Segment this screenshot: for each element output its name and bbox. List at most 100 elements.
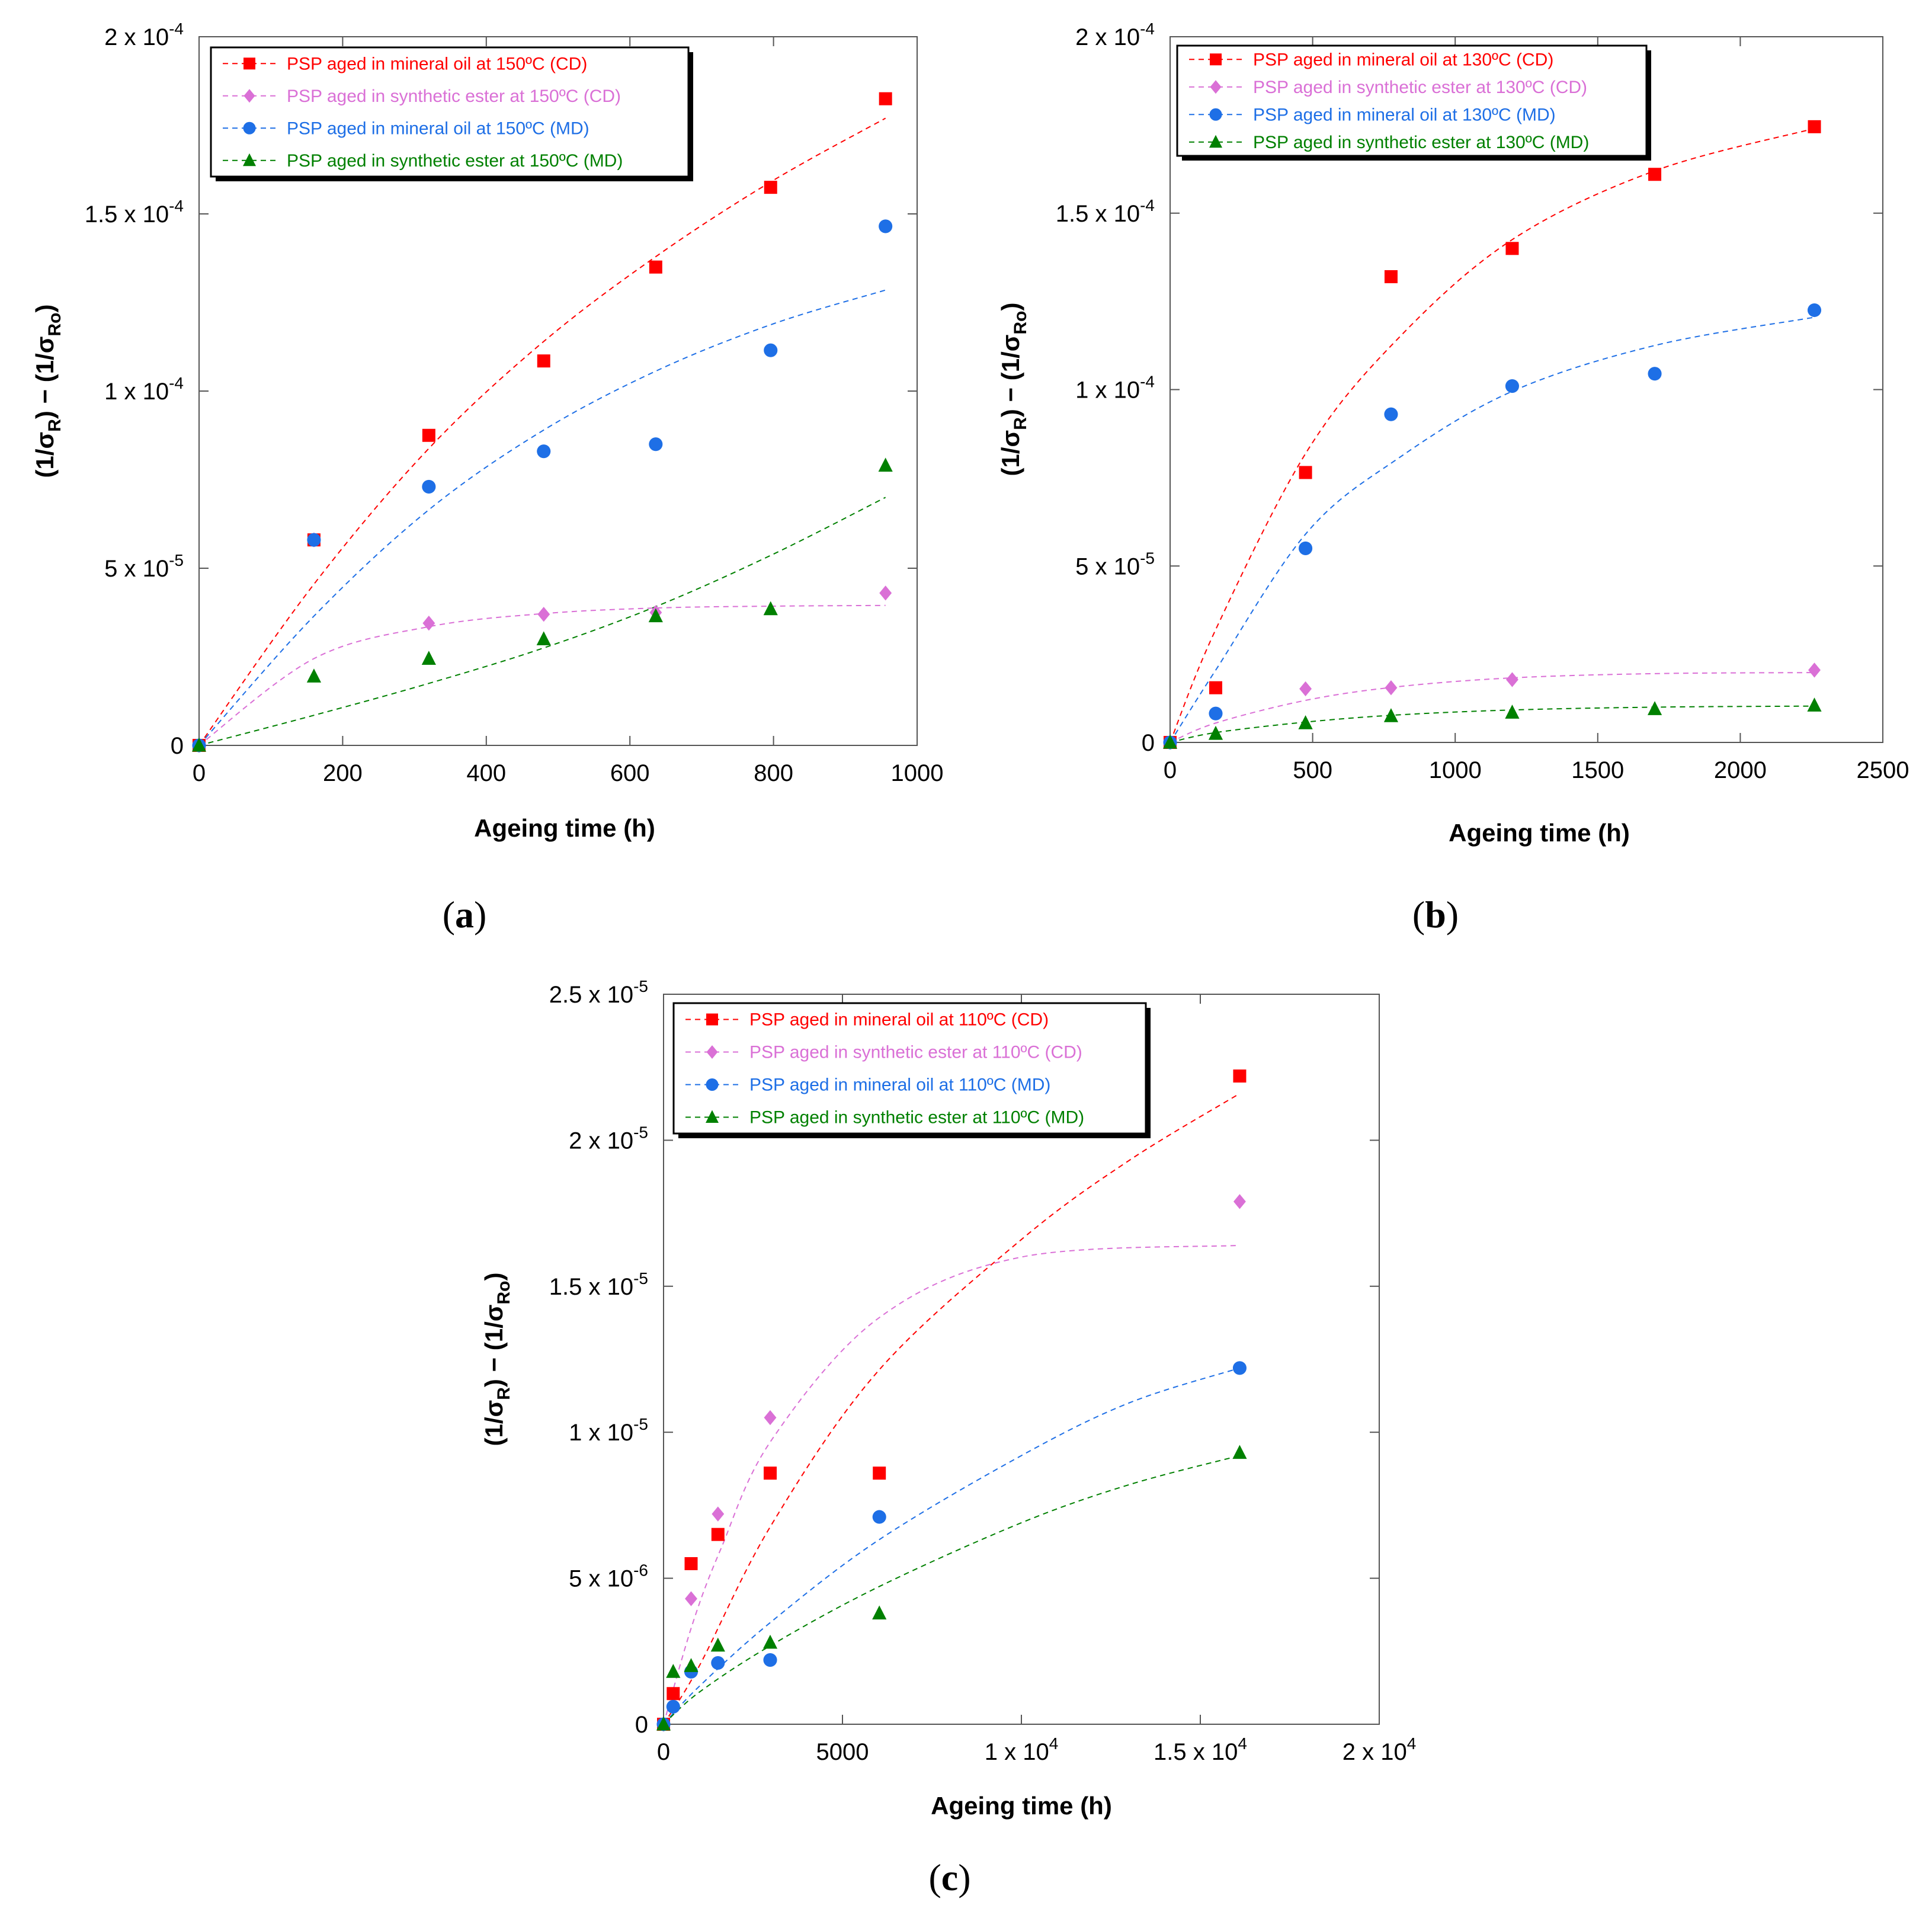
data-point-series-3 xyxy=(872,1510,886,1524)
legend-marker xyxy=(243,89,255,103)
fit-curve-series-1 xyxy=(198,117,886,746)
data-point-series-3 xyxy=(307,533,321,547)
y-tick-label: 1 x 10-4 xyxy=(104,374,184,405)
data-point-series-1 xyxy=(1648,168,1662,181)
data-point-series-4 xyxy=(710,1637,725,1652)
x-tick-label: 1.5 x 104 xyxy=(1154,1734,1247,1765)
data-point-series-4 xyxy=(1208,725,1223,740)
y-tick-label: 1 x 10-4 xyxy=(1075,373,1155,404)
data-point-series-3 xyxy=(537,444,551,459)
y-tick-label: 5 x 10-5 xyxy=(1075,549,1155,579)
data-point-series-4 xyxy=(872,1605,887,1620)
y-tick-label: 2.5 x 10-5 xyxy=(549,977,648,1008)
fit-curve-series-1 xyxy=(663,1093,1240,1725)
data-point-series-1 xyxy=(711,1528,725,1541)
x-axis-title: Ageing time (h) xyxy=(1449,819,1630,847)
chart-panel-c: 0 5000 1 x 104 1.5 x 104 2 x 104 0 5 x 10-6 1 x… xyxy=(480,977,1416,1898)
data-point-series-3 xyxy=(1505,379,1519,393)
x-tick-label: 0 xyxy=(657,1739,670,1765)
y-tick-label: 1.5 x 10-4 xyxy=(1056,196,1155,227)
x-tick-label: 200 xyxy=(323,760,363,786)
fit-curve-series-2 xyxy=(198,604,886,746)
data-point-series-1 xyxy=(763,1466,777,1480)
y-tick-label: 1.5 x 10-4 xyxy=(85,197,184,228)
data-point-series-2 xyxy=(712,1506,725,1522)
legend-marker xyxy=(243,153,256,166)
y-axis-title: (1/σR) − (1/σRo) xyxy=(480,1272,514,1446)
data-point-series-4 xyxy=(648,608,663,623)
y-tick-label: 1.5 x 10-5 xyxy=(549,1269,648,1300)
data-point-series-1 xyxy=(879,92,892,105)
x-tick-label: 5000 xyxy=(816,1739,869,1765)
legend-entry-label: PSP aged in synthetic ester at 130ºC (MD… xyxy=(1253,133,1589,152)
fit-curve-series-2 xyxy=(663,1244,1240,1725)
data-point-series-2 xyxy=(1385,680,1398,696)
fit-curve-series-4 xyxy=(663,1455,1240,1725)
data-point-series-1 xyxy=(1384,270,1398,283)
panel-label: (a) xyxy=(443,894,487,936)
legend: PSP aged in mineral oil at 150ºC (CD) PSP… xyxy=(210,46,693,181)
data-point-series-2 xyxy=(1505,672,1518,687)
y-tick-label: 2 x 10-5 xyxy=(569,1123,648,1154)
legend-box xyxy=(672,1002,1147,1135)
data-point-series-3 xyxy=(666,1699,680,1714)
fit-curve-series-4 xyxy=(1170,705,1815,743)
data-point-series-1 xyxy=(764,181,777,194)
legend-entry-label: PSP aged in mineral oil at 150ºC (CD) xyxy=(287,54,587,73)
data-point-series-4 xyxy=(878,457,893,472)
data-point-series-3 xyxy=(879,219,893,233)
legend-marker xyxy=(1210,80,1222,94)
data-point-series-3 xyxy=(1232,1361,1247,1375)
x-tick-label: 1000 xyxy=(1429,757,1482,783)
x-tick-label: 2500 xyxy=(1857,757,1909,783)
data-point-series-4 xyxy=(1383,708,1399,722)
data-point-series-4 xyxy=(684,1658,699,1672)
data-point-series-3 xyxy=(1384,407,1398,421)
legend-marker xyxy=(1209,135,1222,148)
legend-marker xyxy=(706,1110,719,1123)
legend-marker xyxy=(706,1013,718,1026)
y-tick-label: 0 xyxy=(1142,730,1155,756)
data-point-series-2 xyxy=(685,1591,697,1606)
x-tick-label: 500 xyxy=(1293,757,1332,783)
data-point-series-4 xyxy=(536,631,551,646)
data-point-series-3 xyxy=(422,479,436,494)
x-tick-label: 2 x 104 xyxy=(1343,1734,1417,1765)
legend-entry-label: PSP aged in synthetic ester at 110ºC (MD… xyxy=(749,1108,1084,1128)
legend: PSP aged in mineral oil at 110ºC (CD) PSP… xyxy=(672,1002,1151,1138)
x-tick-label: 1 x 104 xyxy=(985,1734,1059,1765)
data-point-series-3 xyxy=(764,343,778,357)
y-axis-title: (1/σR) − (1/σRo) xyxy=(997,302,1030,476)
legend-entry-label: PSP aged in mineral oil at 110ºC (MD) xyxy=(749,1075,1050,1095)
data-point-series-3 xyxy=(1648,367,1662,381)
y-tick-label: 5 x 10-5 xyxy=(104,551,184,582)
data-point-series-3 xyxy=(763,1653,777,1667)
data-point-series-4 xyxy=(656,1716,671,1731)
chart-panel-b: 0 500 1000 1500 2000 2500 0 5 x 10-5 1 x 10-4 1.5… xyxy=(997,20,1909,936)
fit-curve-series-3 xyxy=(198,289,886,746)
legend-entry-label: PSP aged in synthetic ester at 130ºC (CD… xyxy=(1253,78,1587,97)
data-point-series-2 xyxy=(879,585,892,601)
data-point-series-1 xyxy=(537,354,550,368)
fit-curve-series-2 xyxy=(1170,672,1815,743)
data-point-series-4 xyxy=(763,601,778,616)
y-tick-label: 0 xyxy=(171,733,184,759)
data-point-series-4 xyxy=(421,651,436,665)
legend-marker xyxy=(243,57,255,70)
data-point-series-1 xyxy=(1505,242,1519,255)
legend-marker xyxy=(706,1078,719,1091)
x-tick-label: 2000 xyxy=(1714,757,1767,783)
data-point-series-4 xyxy=(666,1664,681,1678)
x-tick-label: 1500 xyxy=(1571,757,1624,783)
y-tick-label: 5 x 10-6 xyxy=(569,1561,648,1592)
legend-entry-label: PSP aged in mineral oil at 150ºC (MD) xyxy=(287,119,589,138)
x-tick-label: 0 xyxy=(1164,757,1177,783)
data-point-series-4 xyxy=(306,668,322,683)
data-point-series-1 xyxy=(873,1466,886,1480)
fit-curve-series-3 xyxy=(663,1367,1240,1725)
data-point-series-2 xyxy=(537,607,550,622)
x-tick-label: 1000 xyxy=(891,760,944,786)
legend: PSP aged in mineral oil at 130ºC (CD) PSP… xyxy=(1176,44,1651,161)
legend-entry-label: PSP aged in mineral oil at 110ºC (CD) xyxy=(749,1010,1049,1030)
chart-panel-a: 0 200 400 600 800 1000 0 5 x 10-5 1 x 10-4 1.5 x … xyxy=(31,20,943,936)
